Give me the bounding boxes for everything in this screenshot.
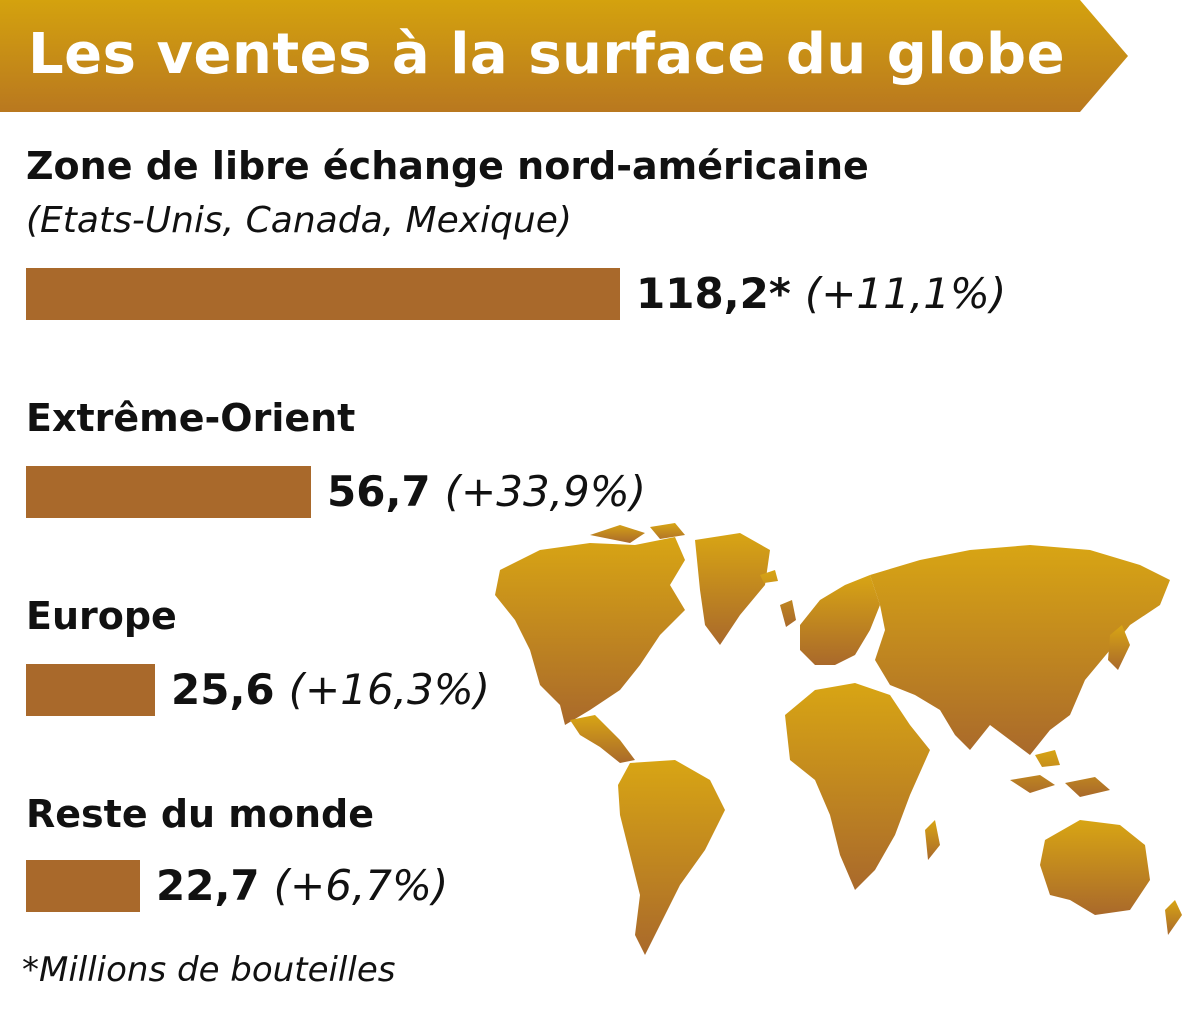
- north-america-shape: [495, 537, 685, 725]
- category-label-rest-of-world: Reste du monde: [26, 792, 375, 836]
- south-america-shape: [618, 760, 725, 955]
- footnote: *Millions de bouteilles: [22, 950, 396, 990]
- value-group-rest-of-world: 22,7 (+6,7%): [156, 860, 448, 912]
- arctic-islands-shape: [590, 523, 685, 543]
- change-label-europe: (+16,3%): [288, 665, 491, 714]
- category-label-far-east: Extrême-Orient: [26, 396, 356, 440]
- value-group-far-east: 56,7 (+33,9%): [327, 466, 646, 518]
- value-group-europe: 25,6 (+16,3%): [171, 664, 490, 716]
- europe-shape: [800, 575, 880, 665]
- bar-nafta: [26, 268, 620, 320]
- category-label-nafta: Zone de libre échange nord-américaine: [26, 144, 869, 188]
- title-banner: Les ventes à la surface du globe: [0, 0, 1130, 112]
- change-label-nafta: (+11,1%): [804, 269, 1007, 318]
- indonesia-shape: [1010, 750, 1110, 797]
- change-label-rest-of-world: (+6,7%): [273, 861, 449, 910]
- greenland-shape: [695, 533, 770, 645]
- category-note-nafta: (Etats-Unis, Canada, Mexique): [26, 200, 572, 241]
- australia-shape: [1040, 820, 1150, 915]
- value-label-nafta: 118,2*: [636, 269, 791, 318]
- value-label-far-east: 56,7: [327, 467, 431, 516]
- japan-shape: [1108, 625, 1130, 670]
- value-label-rest-of-world: 22,7: [156, 861, 260, 910]
- category-label-europe: Europe: [26, 594, 177, 638]
- bar-rest-of-world: [26, 860, 140, 912]
- asia-shape: [870, 545, 1170, 755]
- value-label-europe: 25,6: [171, 665, 275, 714]
- change-label-far-east: (+33,9%): [444, 467, 647, 516]
- madagascar-shape: [925, 820, 940, 860]
- central-america-shape: [570, 715, 635, 763]
- value-group-nafta: 118,2* (+11,1%): [636, 268, 1006, 320]
- banner-shape: [0, 0, 1128, 112]
- new-zealand-shape: [1165, 900, 1182, 935]
- bar-far-east: [26, 466, 311, 518]
- world-map-icon: [495, 523, 1182, 955]
- africa-shape: [785, 683, 930, 890]
- chart-title: Les ventes à la surface du globe: [28, 22, 1066, 87]
- bar-europe: [26, 664, 155, 716]
- uk-shape: [760, 570, 796, 627]
